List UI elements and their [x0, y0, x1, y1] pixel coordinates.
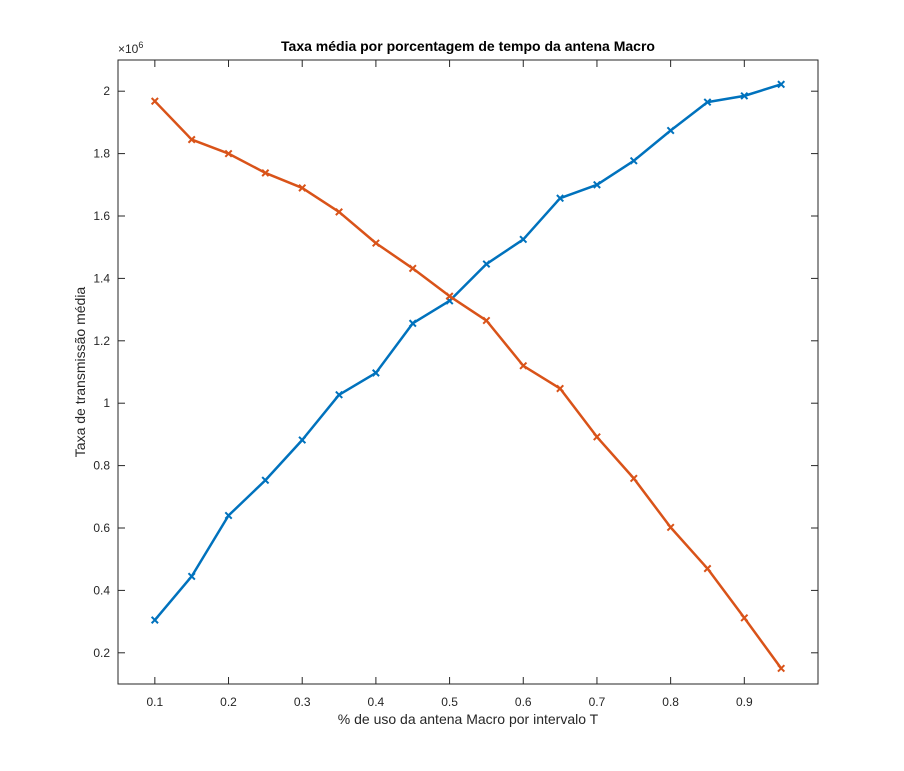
data-point	[298, 436, 307, 444]
data-point	[666, 523, 675, 532]
series-1	[150, 80, 786, 624]
y-axis-label: Taxa de transmissão média	[72, 287, 88, 458]
data-point	[150, 97, 159, 106]
data-point	[261, 476, 270, 485]
y-tick-label: 0.8	[93, 459, 110, 473]
chart-title: Taxa média por porcentagem de tempo da a…	[281, 38, 655, 54]
data-point	[371, 369, 380, 377]
data-point	[703, 98, 712, 107]
svg-text:×106: ×106	[118, 40, 143, 56]
data-point	[519, 235, 528, 244]
data-point	[482, 316, 491, 325]
data-point	[408, 319, 417, 328]
data-point	[224, 149, 233, 158]
x-tick-label: 0.4	[368, 695, 385, 709]
y-tick-label: 0.2	[93, 646, 110, 660]
data-point	[482, 260, 491, 268]
y-tick-label: 1.6	[93, 209, 110, 223]
series-group	[150, 80, 786, 673]
x-tick-label: 0.9	[736, 695, 753, 709]
x-tick-label: 0.6	[515, 695, 532, 709]
series-line	[153, 100, 783, 670]
data-point	[629, 474, 638, 483]
data-point	[777, 80, 786, 89]
x-tick-label: 0.2	[220, 695, 237, 709]
data-point	[666, 126, 675, 135]
data-point	[519, 361, 528, 370]
exponent-power: 6	[138, 40, 143, 50]
data-point	[593, 180, 601, 189]
series-2	[150, 97, 786, 673]
x-tick-label: 0.5	[441, 695, 458, 709]
data-point	[150, 616, 159, 624]
x-axis-ticks: 0.1 0.2 0.3 0.4 0.5 0.6 0.7 0.8 0.9	[146, 60, 753, 709]
y-tick-label: 1	[103, 396, 110, 410]
data-point	[371, 239, 380, 248]
plot-area	[117, 59, 819, 685]
y-axis-exponent: ×106	[118, 40, 143, 56]
data-point	[335, 208, 343, 216]
data-point	[335, 390, 343, 399]
data-point	[408, 264, 417, 273]
x-tick-label: 0.3	[294, 695, 311, 709]
data-point	[777, 664, 786, 673]
data-point	[703, 564, 712, 573]
x-axis-label: % de uso da antena Macro por intervalo T	[338, 711, 599, 727]
exponent-base: ×10	[118, 42, 139, 56]
data-point	[187, 135, 196, 144]
data-point	[593, 432, 601, 441]
y-tick-label: 0.4	[93, 583, 110, 597]
y-tick-label: 1.2	[93, 334, 110, 348]
y-tick-label: 1.8	[93, 147, 110, 161]
data-point	[445, 292, 454, 301]
data-point	[187, 572, 196, 581]
data-point	[224, 511, 233, 520]
data-point	[298, 184, 307, 192]
data-point	[556, 194, 565, 203]
y-tick-label: 1.4	[93, 271, 110, 285]
x-tick-label: 0.8	[662, 695, 679, 709]
data-point	[629, 156, 638, 165]
data-point	[261, 169, 270, 177]
y-axis-ticks: 0.2 0.4 0.6 0.8 1 1.2 1.4 1.6 1.8 2	[93, 84, 818, 660]
x-tick-label: 0.7	[589, 695, 606, 709]
y-tick-label: 0.6	[93, 521, 110, 535]
data-point	[556, 384, 565, 393]
data-point	[740, 613, 749, 622]
data-point	[740, 91, 749, 100]
series-line	[153, 83, 782, 621]
y-tick-label: 2	[103, 84, 110, 98]
x-tick-label: 0.1	[146, 695, 163, 709]
